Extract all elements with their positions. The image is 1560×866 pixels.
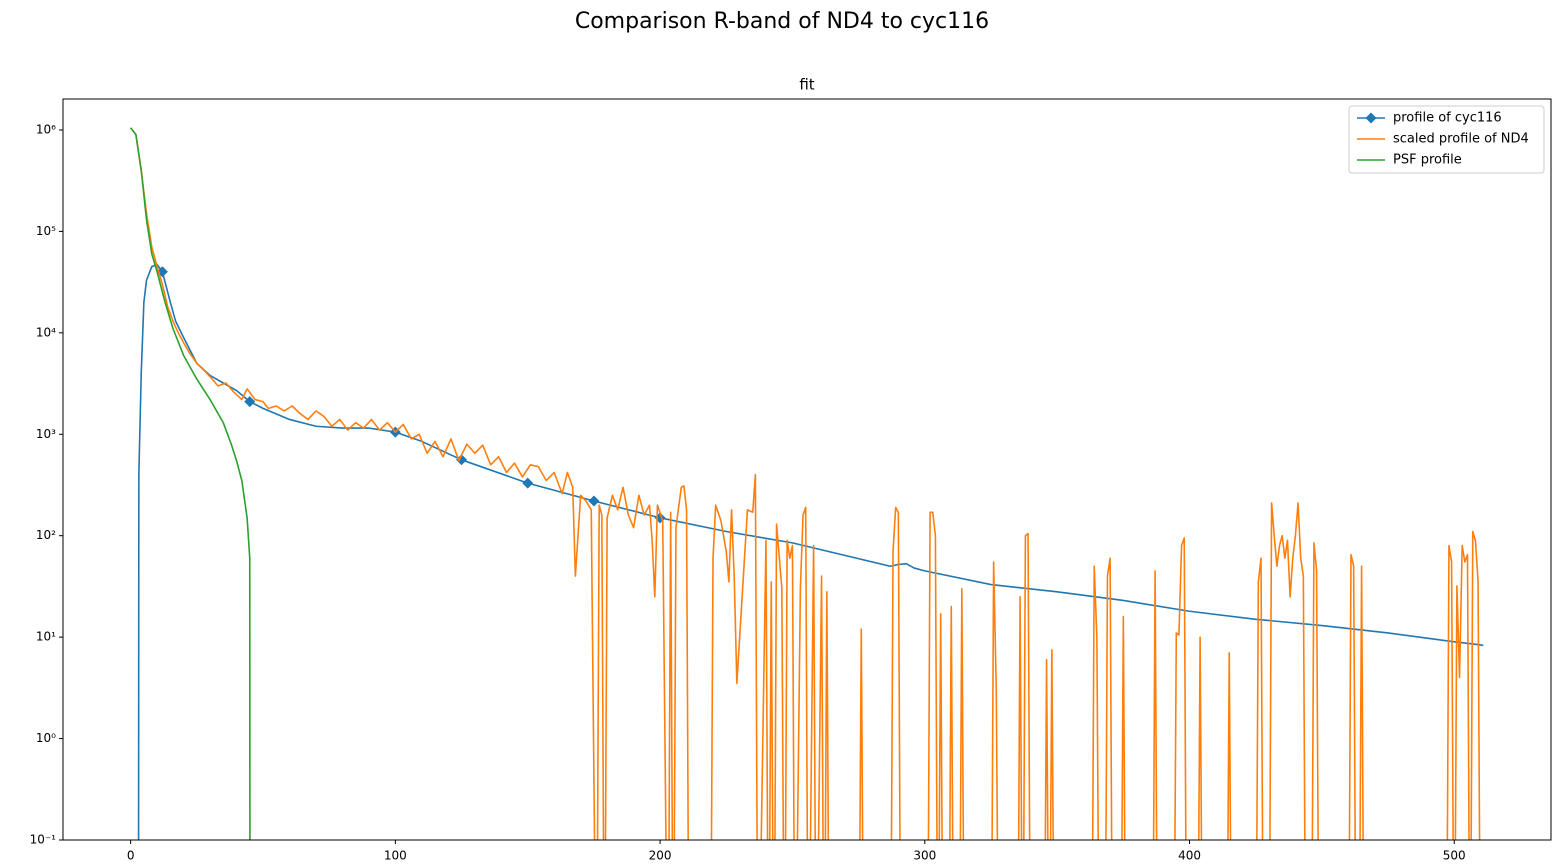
series-line xyxy=(130,127,1481,840)
series-line xyxy=(130,127,251,840)
x-tick-label: 200 xyxy=(649,849,672,863)
y-tick-label: 10¹ xyxy=(36,630,56,644)
chart-title: Comparison R-band of ND4 to cyc116 xyxy=(575,9,989,34)
legend-label: profile of cyc116 xyxy=(1393,111,1502,126)
y-tick-label: 10⁻¹ xyxy=(30,833,57,847)
marker xyxy=(588,495,600,507)
y-tick-label: 10³ xyxy=(36,427,56,441)
marker xyxy=(522,477,534,489)
x-tick-label: 500 xyxy=(1443,849,1466,863)
x-tick-label: 0 xyxy=(127,849,135,863)
legend-marker xyxy=(1365,112,1377,124)
marker xyxy=(244,396,256,408)
marker xyxy=(456,454,468,466)
legend-label: PSF profile xyxy=(1393,153,1462,168)
chart-subtitle: fit xyxy=(799,76,814,94)
y-tick-label: 10⁴ xyxy=(36,325,56,339)
y-tick-label: 10⁰ xyxy=(36,731,56,745)
y-tick-label: 10⁶ xyxy=(36,122,56,136)
plot-area xyxy=(130,127,1484,840)
legend-box xyxy=(1348,105,1545,174)
axes-frame xyxy=(62,98,1552,841)
x-tick-label: 400 xyxy=(1178,849,1201,863)
y-tick-label: 10⁵ xyxy=(36,224,56,238)
x-tick-label: 300 xyxy=(913,849,936,863)
legend-label: scaled profile of ND4 xyxy=(1393,132,1529,147)
y-tick-label: 10² xyxy=(36,528,56,542)
x-tick-label: 100 xyxy=(384,849,407,863)
